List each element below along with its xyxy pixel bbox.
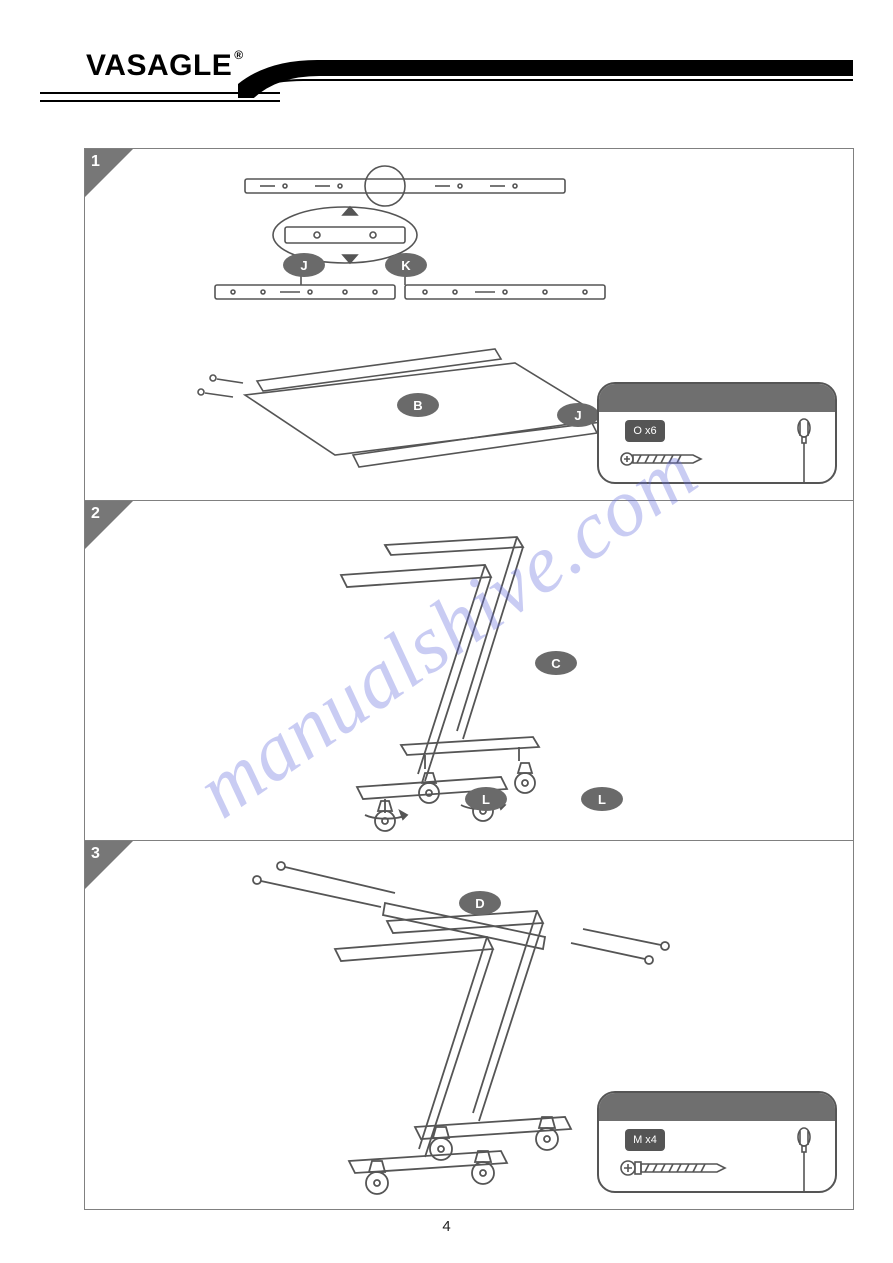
callout-K: K (385, 253, 427, 277)
callout-L1: L (465, 787, 507, 811)
screwdriver-icon (795, 1127, 813, 1193)
header-rule-left (40, 92, 280, 102)
callout-J: J (283, 253, 325, 277)
page-header: VASAGLE® (0, 48, 893, 108)
hardware-tag: O x6 (625, 420, 665, 442)
callout-D: D (459, 891, 501, 915)
bolt-icon (619, 1157, 729, 1179)
header-swoosh (238, 50, 853, 100)
callout-L2: L (581, 787, 623, 811)
hardware-box: M x4 (597, 1091, 837, 1193)
hardware-box-body: O x6 (599, 412, 835, 482)
hardware-box-header (599, 1093, 835, 1121)
page-number: 4 (0, 1218, 893, 1235)
hardware-box-header (599, 384, 835, 412)
hardware-box: O x6 (597, 382, 837, 484)
steps-container: 1 (84, 148, 854, 1210)
brand-logo: VASAGLE® (86, 48, 244, 83)
step-2: 2 (85, 501, 853, 841)
callout-J2: J (557, 403, 599, 427)
screwdriver-icon (795, 418, 813, 484)
step-3: 3 (85, 841, 853, 1209)
callout-B: B (397, 393, 439, 417)
hardware-box-body: M x4 (599, 1121, 835, 1191)
callout-C: C (535, 651, 577, 675)
screw-icon (619, 448, 705, 470)
hardware-tag: M x4 (625, 1129, 665, 1151)
brand-name: VASAGLE (86, 49, 232, 82)
step-2-diagram (85, 501, 853, 840)
step-1: 1 (85, 149, 853, 501)
